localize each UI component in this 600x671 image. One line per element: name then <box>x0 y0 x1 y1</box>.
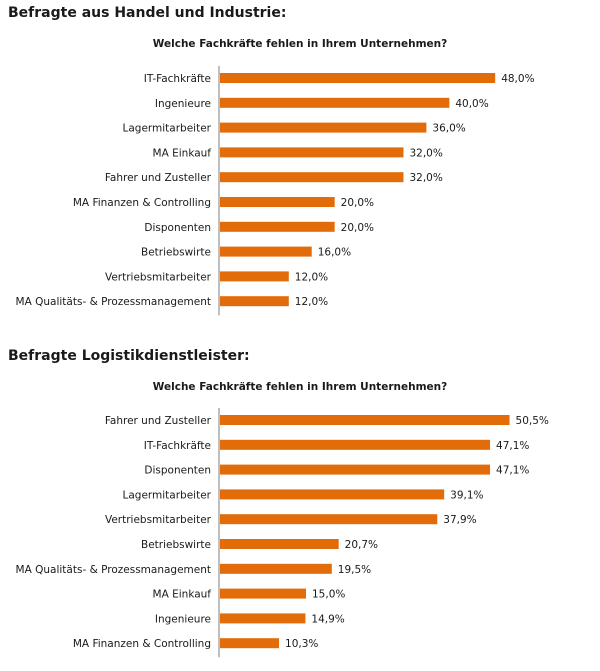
value-label: 39,1% <box>450 489 483 501</box>
value-label: 10,3% <box>285 638 318 650</box>
value-label: 16,0% <box>318 247 351 259</box>
category-label: MA Einkauf <box>153 589 212 601</box>
value-label: 12,0% <box>295 296 328 308</box>
value-label: 48,0% <box>501 73 534 85</box>
bar <box>220 221 335 232</box>
panel-heading: Befragte Logistikdienstleister: <box>8 348 250 364</box>
bar <box>220 563 332 574</box>
value-label: 36,0% <box>432 123 465 135</box>
value-label: 40,0% <box>455 98 488 110</box>
category-label: Ingenieure <box>155 98 211 110</box>
bar <box>220 539 339 549</box>
value-label: 14,9% <box>311 613 344 625</box>
value-label: 12,0% <box>295 271 328 283</box>
category-label: Betriebswirte <box>141 539 211 551</box>
bar <box>220 271 289 282</box>
bar <box>220 464 491 475</box>
value-label: 20,0% <box>341 197 374 209</box>
category-label: IT-Fachkräfte <box>144 440 211 452</box>
category-label: Vertriebsmitarbeiter <box>105 271 212 283</box>
category-label: MA Qualitäts- & Prozessmanagement <box>16 564 211 576</box>
value-label: 47,1% <box>496 440 529 452</box>
bar <box>220 613 306 624</box>
category-label: MA Qualitäts- & Prozessmanagement <box>16 296 211 308</box>
value-label: 32,0% <box>409 172 442 184</box>
value-label: 32,0% <box>409 147 442 159</box>
value-label: 37,9% <box>443 514 476 526</box>
bar <box>220 489 445 500</box>
value-label: 15,0% <box>312 589 345 601</box>
category-label: Ingenieure <box>155 613 211 625</box>
value-label: 19,5% <box>338 564 371 576</box>
bar <box>220 246 312 257</box>
category-label: Betriebswirte <box>141 247 211 259</box>
category-label: IT-Fachkräfte <box>144 73 211 85</box>
value-label: 20,7% <box>345 539 378 551</box>
category-label: Fahrer und Zusteller <box>105 172 212 184</box>
category-label: Vertriebsmitarbeiter <box>105 514 212 526</box>
value-label: 20,0% <box>341 222 374 234</box>
bar <box>220 147 404 158</box>
bar-chart-logistikdienstleister: Fahrer und Zusteller 50,5% IT-Fachkräfte 47… <box>16 408 549 658</box>
bar <box>220 514 438 525</box>
bar <box>220 73 496 83</box>
bar <box>220 439 491 450</box>
category-label: Lagermitarbeiter <box>123 123 212 135</box>
value-label: 47,1% <box>496 465 529 477</box>
category-label: Disponenten <box>144 465 211 477</box>
category-label: Disponenten <box>144 222 211 234</box>
bar <box>220 97 450 108</box>
bar <box>220 296 289 307</box>
value-label: 50,5% <box>516 415 549 427</box>
chart-title: Welche Fachkräfte fehlen in Ihrem Untern… <box>152 38 448 50</box>
category-label: MA Finanzen & Controlling <box>73 197 211 209</box>
category-label: Lagermitarbeiter <box>123 489 212 501</box>
category-label: MA Einkauf <box>153 147 212 159</box>
panel-heading: Befragte aus Handel und Industrie: <box>8 5 287 21</box>
bar <box>220 415 510 425</box>
category-label: Fahrer und Zusteller <box>105 415 212 427</box>
category-label: MA Finanzen & Controlling <box>73 638 211 650</box>
bar-chart-handel-industrie: IT-Fachkräfte 48,0% Ingenieure 40,0% Lagermi… <box>16 66 535 316</box>
bar <box>220 172 404 183</box>
bar <box>220 197 335 207</box>
bar <box>220 638 280 649</box>
chart-title: Welche Fachkräfte fehlen in Ihrem Untern… <box>152 381 448 393</box>
bar <box>220 122 427 133</box>
bar <box>220 588 306 599</box>
